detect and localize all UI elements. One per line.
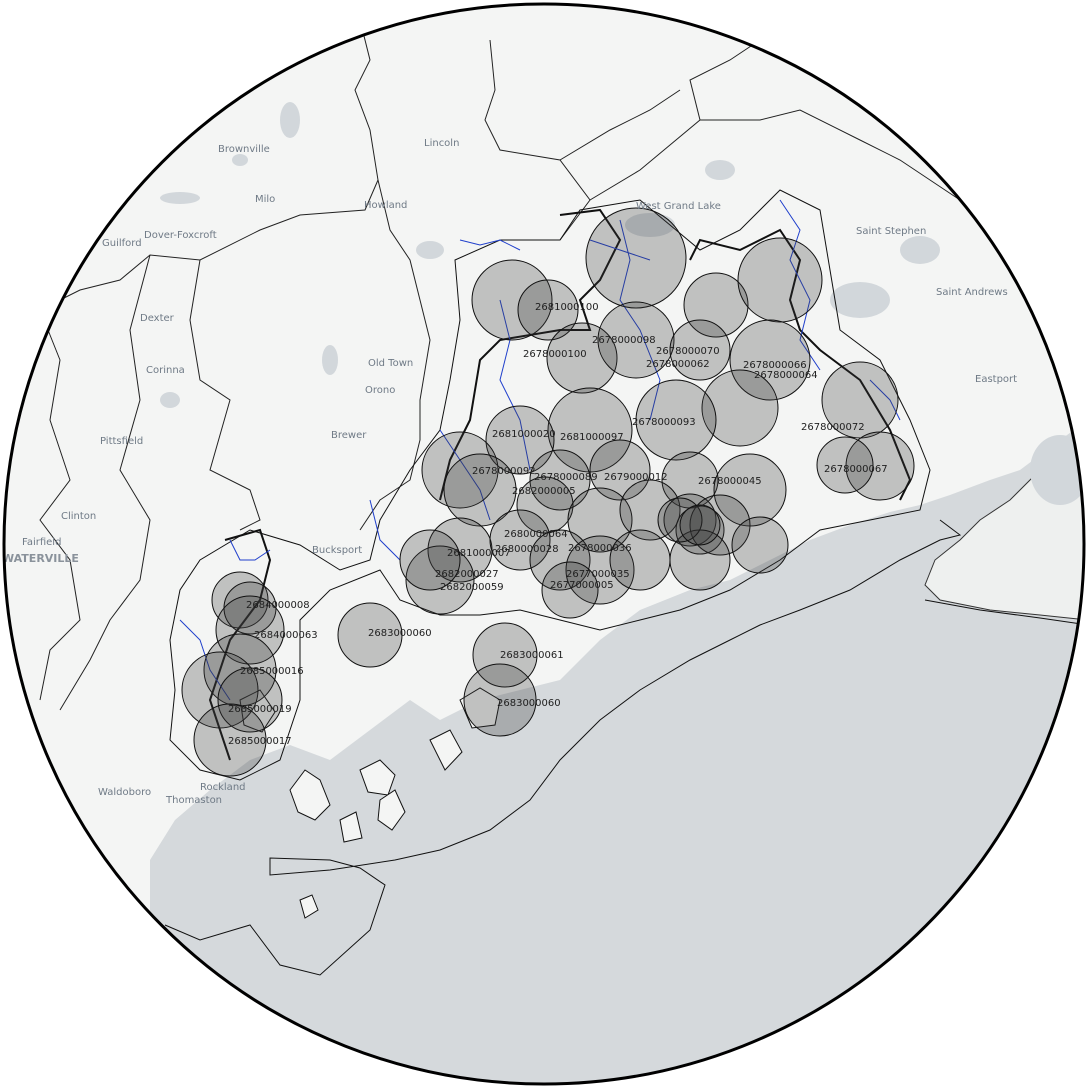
place-label: Orono: [365, 385, 395, 396]
coverage-label: 2685000017: [228, 736, 292, 747]
place-label: Thomaston: [165, 795, 222, 806]
coverage-label: 2678000036: [568, 543, 632, 554]
coverage-label: 2678000067: [824, 464, 888, 475]
coverage-circles: [181, 207, 915, 777]
coverage-label: 2678000093: [632, 417, 696, 428]
place-label: West Grand Lake: [636, 201, 721, 212]
coverage-label: 2678000064: [754, 370, 818, 381]
place-label: Fairfield: [22, 537, 61, 548]
coverage-label: 2683000060: [497, 698, 561, 709]
coverage-labels: 2681000100 2678000100 2678000098 2678000…: [228, 302, 888, 747]
place-label: Dexter: [140, 313, 175, 324]
coverage-label: 2678000092: [472, 466, 536, 477]
place-label: Eastport: [975, 374, 1017, 385]
ocean: [150, 420, 1084, 1084]
offshore-boundary: [164, 519, 962, 976]
place-label: Old Town: [368, 358, 413, 369]
coverage-label: 2681000020: [492, 429, 556, 440]
place-label: Saint Stephen: [856, 226, 926, 237]
county-boundary: [208, 208, 912, 761]
coverage-label: 2678000100: [523, 349, 587, 360]
coverage-label: 2678000045: [698, 476, 762, 487]
place-label: Dover-Foxcroft: [144, 230, 217, 241]
coverage-label: 2682000059: [440, 582, 504, 593]
coverage-label: 2679000012: [604, 472, 668, 483]
place-label: Milo: [255, 194, 275, 205]
place-label: Clinton: [61, 511, 96, 522]
place-label: WATERVILLE: [2, 552, 79, 565]
coverage-label: 2681000100: [535, 302, 599, 313]
coverage-label: 2682000005: [512, 486, 576, 497]
coverage-envelope: [169, 189, 931, 781]
coverage-label: 2685000016: [240, 666, 304, 677]
coverage-label: 2681000097: [560, 432, 624, 443]
coverage-label: 2684000008: [246, 600, 310, 611]
place-labels: Brownville Lincoln West Grand Lake Milo …: [2, 138, 1017, 806]
place-label: Waldoboro: [98, 787, 151, 798]
coverage-label: 2678000098: [592, 335, 656, 346]
coverage-label: 2677000035: [566, 569, 630, 580]
place-label: Howland: [364, 200, 407, 211]
coverage-label: 2681000007: [447, 548, 511, 559]
islands: [239, 687, 501, 919]
coverage-label: 2683000060: [368, 628, 432, 639]
place-label: Pittsfield: [100, 436, 143, 447]
lakes: [160, 102, 1084, 505]
place-label: Brownville: [218, 144, 270, 155]
coverage-label: 2678000089: [534, 472, 598, 483]
coverage-label: 2678000062: [646, 359, 710, 370]
coverage-label: 2677000005: [550, 580, 614, 591]
coverage-label: 2680000028: [495, 544, 559, 555]
coverage-label: 2678000070: [656, 346, 720, 357]
place-label: Rockland: [200, 782, 246, 793]
coverage-label: 2684000063: [254, 630, 318, 641]
place-label: Corinna: [146, 365, 185, 376]
coverage-label: 2685000019: [228, 704, 292, 715]
maritime-line: [924, 599, 1084, 626]
place-label: Saint Andrews: [936, 287, 1008, 298]
coverage-label: 2678000066: [743, 360, 807, 371]
place-label: Guilford: [102, 238, 142, 249]
coverage-label: 2678000072: [801, 422, 865, 433]
coverage-label: 2680000064: [504, 529, 568, 540]
coverage-label: 2682000027: [435, 569, 499, 580]
place-label: Lincoln: [424, 138, 459, 149]
place-label: Brewer: [331, 430, 367, 441]
coverage-label: 2683000061: [500, 650, 564, 661]
place-label: Bucksport: [312, 545, 362, 556]
